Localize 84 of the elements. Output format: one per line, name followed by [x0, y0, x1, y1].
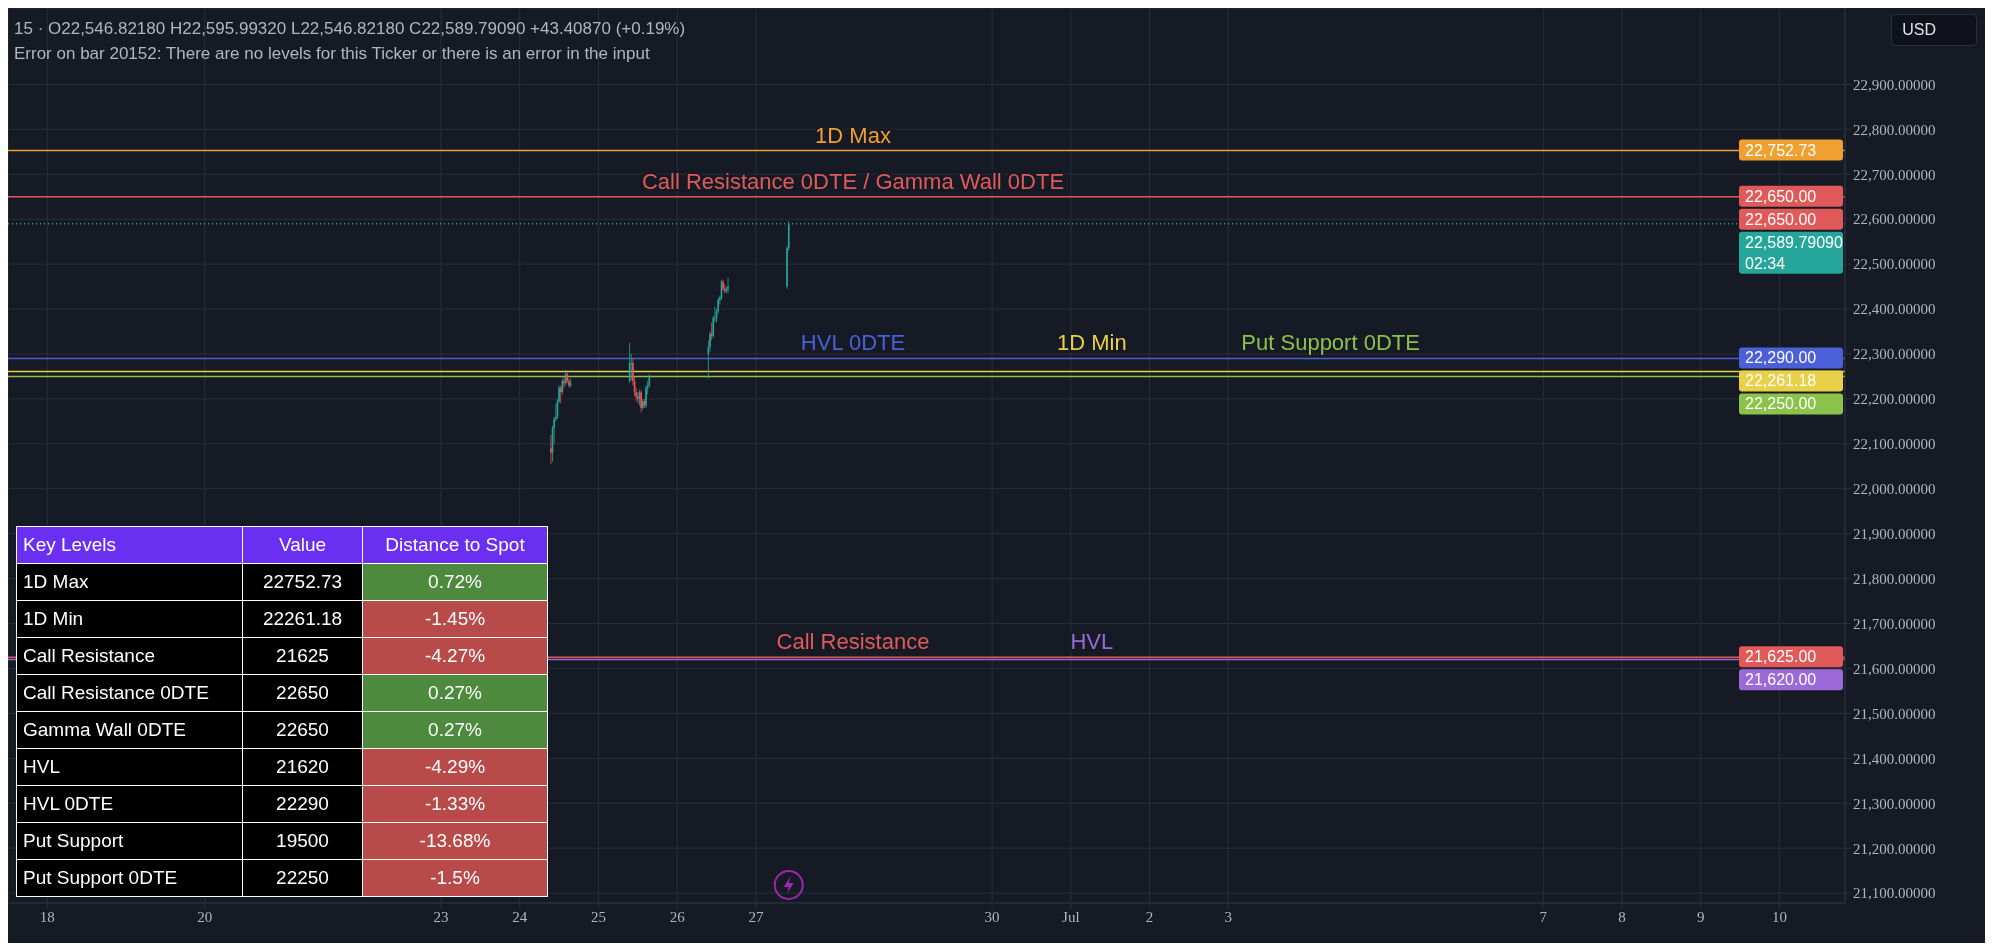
y-tick-label: 21,900.00000: [1853, 526, 1936, 542]
y-tick-label: 22,500.00000: [1853, 256, 1936, 273]
x-tick-label: 20: [197, 908, 213, 925]
annotation: HVL 0DTE: [16, 785, 243, 823]
annotation: 0.27%: [362, 674, 548, 712]
annotation: Put Support: [16, 822, 243, 860]
x-tick-label: 26: [669, 908, 686, 925]
x-tick-label: 18: [39, 908, 55, 925]
annotation: -1.5%: [362, 859, 548, 897]
annotation: 22,261.18: [1745, 372, 1817, 390]
annotation: 21,625.00: [1745, 648, 1817, 666]
y-tick-label: 21,400.00000: [1853, 750, 1936, 767]
ref-line-label: Call Resistance 0DTE / Gamma Wall 0DTE: [641, 168, 1065, 194]
annotation: 22,250.00: [1745, 395, 1817, 413]
y-tick-label: 21,600.00000: [1853, 660, 1936, 677]
y-tick-label: 22,000.00000: [1853, 481, 1936, 498]
x-tick-label: 30: [984, 908, 1000, 925]
annotation: Gamma Wall 0DTE: [16, 711, 243, 749]
annotation: 22,650.00: [1745, 210, 1817, 228]
x-tick-label: 2: [1145, 908, 1154, 925]
x-tick-label: 24: [512, 908, 528, 925]
x-tick-label: 25: [590, 908, 606, 925]
y-tick-label: 21,800.00000: [1853, 570, 1936, 587]
annotation: Call Resistance: [16, 637, 243, 675]
annotation: 22,290.00: [1745, 349, 1817, 367]
annotation: 22,589.79090: [1745, 233, 1843, 251]
y-tick-label: 22,100.00000: [1853, 436, 1936, 453]
y-tick-label: 21,500.00000: [1853, 705, 1936, 722]
y-tick-label: 22,300.00000: [1853, 346, 1936, 363]
annotation: 21620: [242, 748, 363, 786]
annotation: Put Support 0DTE: [16, 859, 243, 897]
x-tick-label: 10: [1771, 908, 1787, 925]
text: USD: [1891, 14, 1977, 46]
annotation: -13.68%: [362, 822, 548, 860]
ref-line-label: 1D Max: [815, 122, 891, 148]
y-tick-label: 21,200.00000: [1853, 840, 1936, 857]
annotation: 22,752.73: [1745, 141, 1817, 159]
y-tick-label: 21,100.00000: [1853, 885, 1936, 902]
ref-line-label: Call Resistance: [776, 629, 930, 655]
x-tick-label: 3: [1224, 908, 1233, 925]
annotation: Value: [242, 526, 363, 564]
x-tick-label: 9: [1696, 908, 1705, 925]
annotation: -4.27%: [362, 637, 548, 675]
annotation: HVL: [16, 748, 243, 786]
annotation: 22752.73: [242, 563, 363, 601]
annotation: 22,650.00: [1745, 187, 1817, 205]
x-tick-label: 23: [433, 908, 449, 925]
annotation: -4.29%: [362, 748, 548, 786]
annotation: -1.45%: [362, 600, 548, 638]
x-tick-label: 8: [1618, 908, 1626, 925]
ref-line-label: HVL 0DTE: [800, 330, 906, 356]
y-tick-label: 21,300.00000: [1853, 795, 1936, 812]
y-tick-label: 22,800.00000: [1853, 121, 1936, 138]
y-tick-label: 22,900.00000: [1853, 76, 1936, 93]
annotation: 1D Max: [16, 563, 243, 601]
annotation: 21,620.00: [1745, 671, 1817, 689]
annotation: 22650: [242, 711, 363, 749]
ref-line-label: 1D Min: [1056, 330, 1127, 356]
y-tick-label: 22,600.00000: [1853, 211, 1936, 228]
annotation: Error on bar 20152: There are no levels for this Ticker or there is an error in the input: [14, 43, 651, 65]
y-tick-label: 22,400.00000: [1853, 301, 1936, 318]
annotation: 22261.18: [242, 600, 363, 638]
annotation: 02:34: [1745, 254, 1786, 272]
y-tick-label: 22,700.00000: [1853, 166, 1936, 183]
annotation: 21625: [242, 637, 363, 675]
annotation: 22250: [242, 859, 363, 897]
ref-line-label: Put Support 0DTE: [1241, 330, 1420, 356]
y-tick-label: 22,200.00000: [1853, 391, 1936, 408]
annotation: 22650: [242, 674, 363, 712]
x-tick-label: 7: [1539, 908, 1548, 925]
annotation: 0.27%: [362, 711, 548, 749]
x-tick-label: 27: [748, 908, 764, 925]
ref-line-label: HVL: [1070, 629, 1114, 655]
annotation: Distance to Spot: [362, 526, 548, 564]
annotation: -1.33%: [362, 785, 548, 823]
annotation: Call Resistance 0DTE: [16, 674, 243, 712]
annotation: 1D Min: [16, 600, 243, 638]
annotation: 19500: [242, 822, 363, 860]
annotation: Key Levels: [16, 526, 243, 564]
y-tick-label: 21,700.00000: [1853, 615, 1936, 632]
annotation: 22290: [242, 785, 363, 823]
x-tick-label: Jul: [1062, 908, 1080, 925]
text: 15 · O22,546.82180 H22,595.99320 L22,546.82180 C22,589.79090 +43.40870 (+0.19%): [14, 18, 686, 40]
annotation: 0.72%: [362, 563, 548, 601]
